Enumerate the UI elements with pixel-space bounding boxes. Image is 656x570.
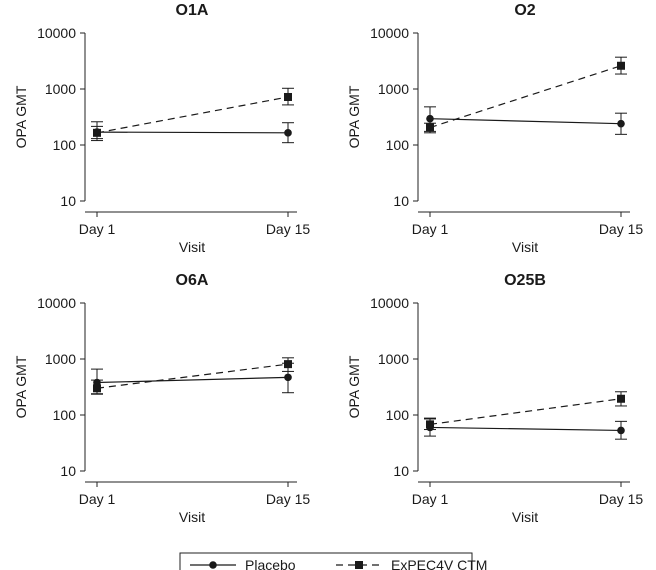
chart-title: O2 (514, 2, 535, 19)
data-point-expec (426, 420, 434, 429)
x-tick-label: Day 15 (266, 221, 311, 237)
y-tick-label: 10000 (370, 295, 409, 311)
series-line-expec (96, 363, 289, 389)
y-tick-label: 100 (53, 137, 77, 153)
x-tick-label: Day 1 (79, 221, 116, 237)
y-axis-label: OPA GMT (13, 85, 29, 148)
legend-expec-marker (355, 561, 363, 569)
y-tick-label: 10 (60, 193, 76, 209)
y-tick-label: 10 (393, 463, 409, 479)
legend-placebo-marker (209, 561, 217, 569)
legend-placebo-label: Placebo (245, 557, 296, 570)
series-line-placebo (96, 376, 289, 384)
data-point-placebo (284, 129, 292, 137)
y-tick-label: 10000 (37, 295, 76, 311)
data-point-expec (617, 61, 625, 70)
y-axis-label: OPA GMT (13, 355, 29, 418)
x-tick-label: Day 15 (599, 221, 644, 237)
chart-panel-o1a: O1A 10 100 1000 10000 OPA GMT Day 1 Day 15 Visit (13, 2, 310, 255)
legend-box (179, 552, 473, 570)
data-point-expec (426, 123, 434, 132)
data-point-expec (93, 128, 101, 137)
y-tick-label: 10000 (37, 25, 76, 41)
x-tick-label: Day 1 (412, 221, 449, 237)
data-point-placebo (617, 426, 625, 435)
data-point-expec (284, 360, 292, 369)
series-line-expec (429, 65, 622, 129)
legend-expec-label: ExPEC4V CTM (391, 557, 487, 570)
data-point-placebo (617, 119, 625, 128)
x-tick-label: Day 15 (266, 491, 311, 507)
chart-title: O6A (176, 272, 209, 289)
x-tick-label: Day 15 (599, 491, 644, 507)
data-point-expec (617, 394, 625, 403)
y-tick-label: 100 (386, 407, 410, 423)
series-line-expec (96, 96, 289, 134)
x-tick-label: Day 1 (79, 491, 116, 507)
y-tick-label: 1000 (378, 81, 409, 97)
y-tick-label: 10 (393, 193, 409, 209)
chart-panel-o2: O2 10 100 1000 10000 OPA GMT Day 1 Day 15 Visit (346, 2, 643, 255)
series-line-placebo (96, 131, 289, 134)
chart-panel-o6a: O6A 10 100 1000 10000 OPA GMT Day 1 Day 15 Visit (13, 272, 310, 525)
data-point-placebo (426, 114, 434, 123)
series-line-placebo (429, 426, 622, 432)
y-tick-label: 1000 (45, 81, 76, 97)
chart-panel-o25b: O25B 10 100 1000 10000 OPA GMT Day 1 Day 15 Visi… (346, 272, 643, 525)
data-point-placebo (284, 373, 292, 382)
y-tick-label: 100 (386, 137, 410, 153)
x-axis-label: Visit (179, 239, 205, 255)
x-axis-label: Visit (512, 239, 538, 255)
y-tick-label: 10 (60, 463, 76, 479)
y-tick-label: 10000 (370, 25, 409, 41)
x-tick-label: Day 1 (412, 491, 449, 507)
chart-title: O25B (504, 272, 546, 289)
data-point-expec (93, 384, 101, 393)
y-axis-label: OPA GMT (346, 85, 362, 148)
chart-title: O1A (176, 2, 209, 19)
y-tick-label: 1000 (378, 351, 409, 367)
x-axis-label: Visit (179, 509, 205, 525)
data-point-expec (284, 92, 292, 101)
series-line-expec (429, 398, 622, 425)
y-tick-label: 100 (53, 407, 77, 423)
y-axis-label: OPA GMT (346, 355, 362, 418)
chart-panels: O1A 10 100 1000 10000 OPA GMT Day 1 Day 15 Visit… (13, 2, 643, 525)
legend: Placebo ExPEC4V CTM (179, 552, 487, 570)
y-tick-label: 1000 (45, 351, 76, 367)
series-line-placebo (429, 118, 622, 125)
x-axis-label: Visit (512, 509, 538, 525)
